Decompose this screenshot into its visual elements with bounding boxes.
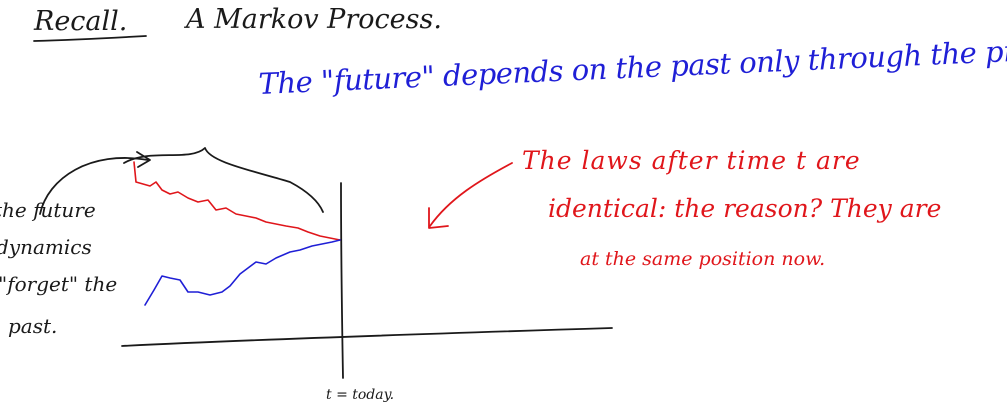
right-note-line-2: identical: the reason? They are	[548, 194, 942, 223]
recall-underline	[33, 35, 147, 42]
blue-path	[144, 239, 341, 306]
red-arrow-head	[428, 207, 449, 229]
vertical-axis-today	[340, 182, 344, 379]
left-note-line-1: the future	[0, 198, 96, 222]
horizontal-axis	[121, 327, 613, 347]
left-note-line-2: dynamics	[0, 235, 92, 259]
curved-arrow-head	[136, 151, 151, 168]
curved-arrow	[39, 157, 149, 215]
left-note-line-4: past.	[8, 314, 58, 338]
right-note-line-1: The laws after time t are	[522, 146, 861, 175]
red-path	[133, 161, 341, 241]
heading-title: A Markov Process.	[186, 4, 442, 35]
red-arrow	[429, 162, 513, 227]
left-note-line-3: "forget" the	[0, 272, 118, 296]
brace	[123, 147, 324, 213]
recall-label: Recall.	[34, 6, 128, 37]
right-note-line-3: at the same position now.	[580, 248, 826, 270]
today-axis-label: t = today.	[326, 387, 395, 403]
